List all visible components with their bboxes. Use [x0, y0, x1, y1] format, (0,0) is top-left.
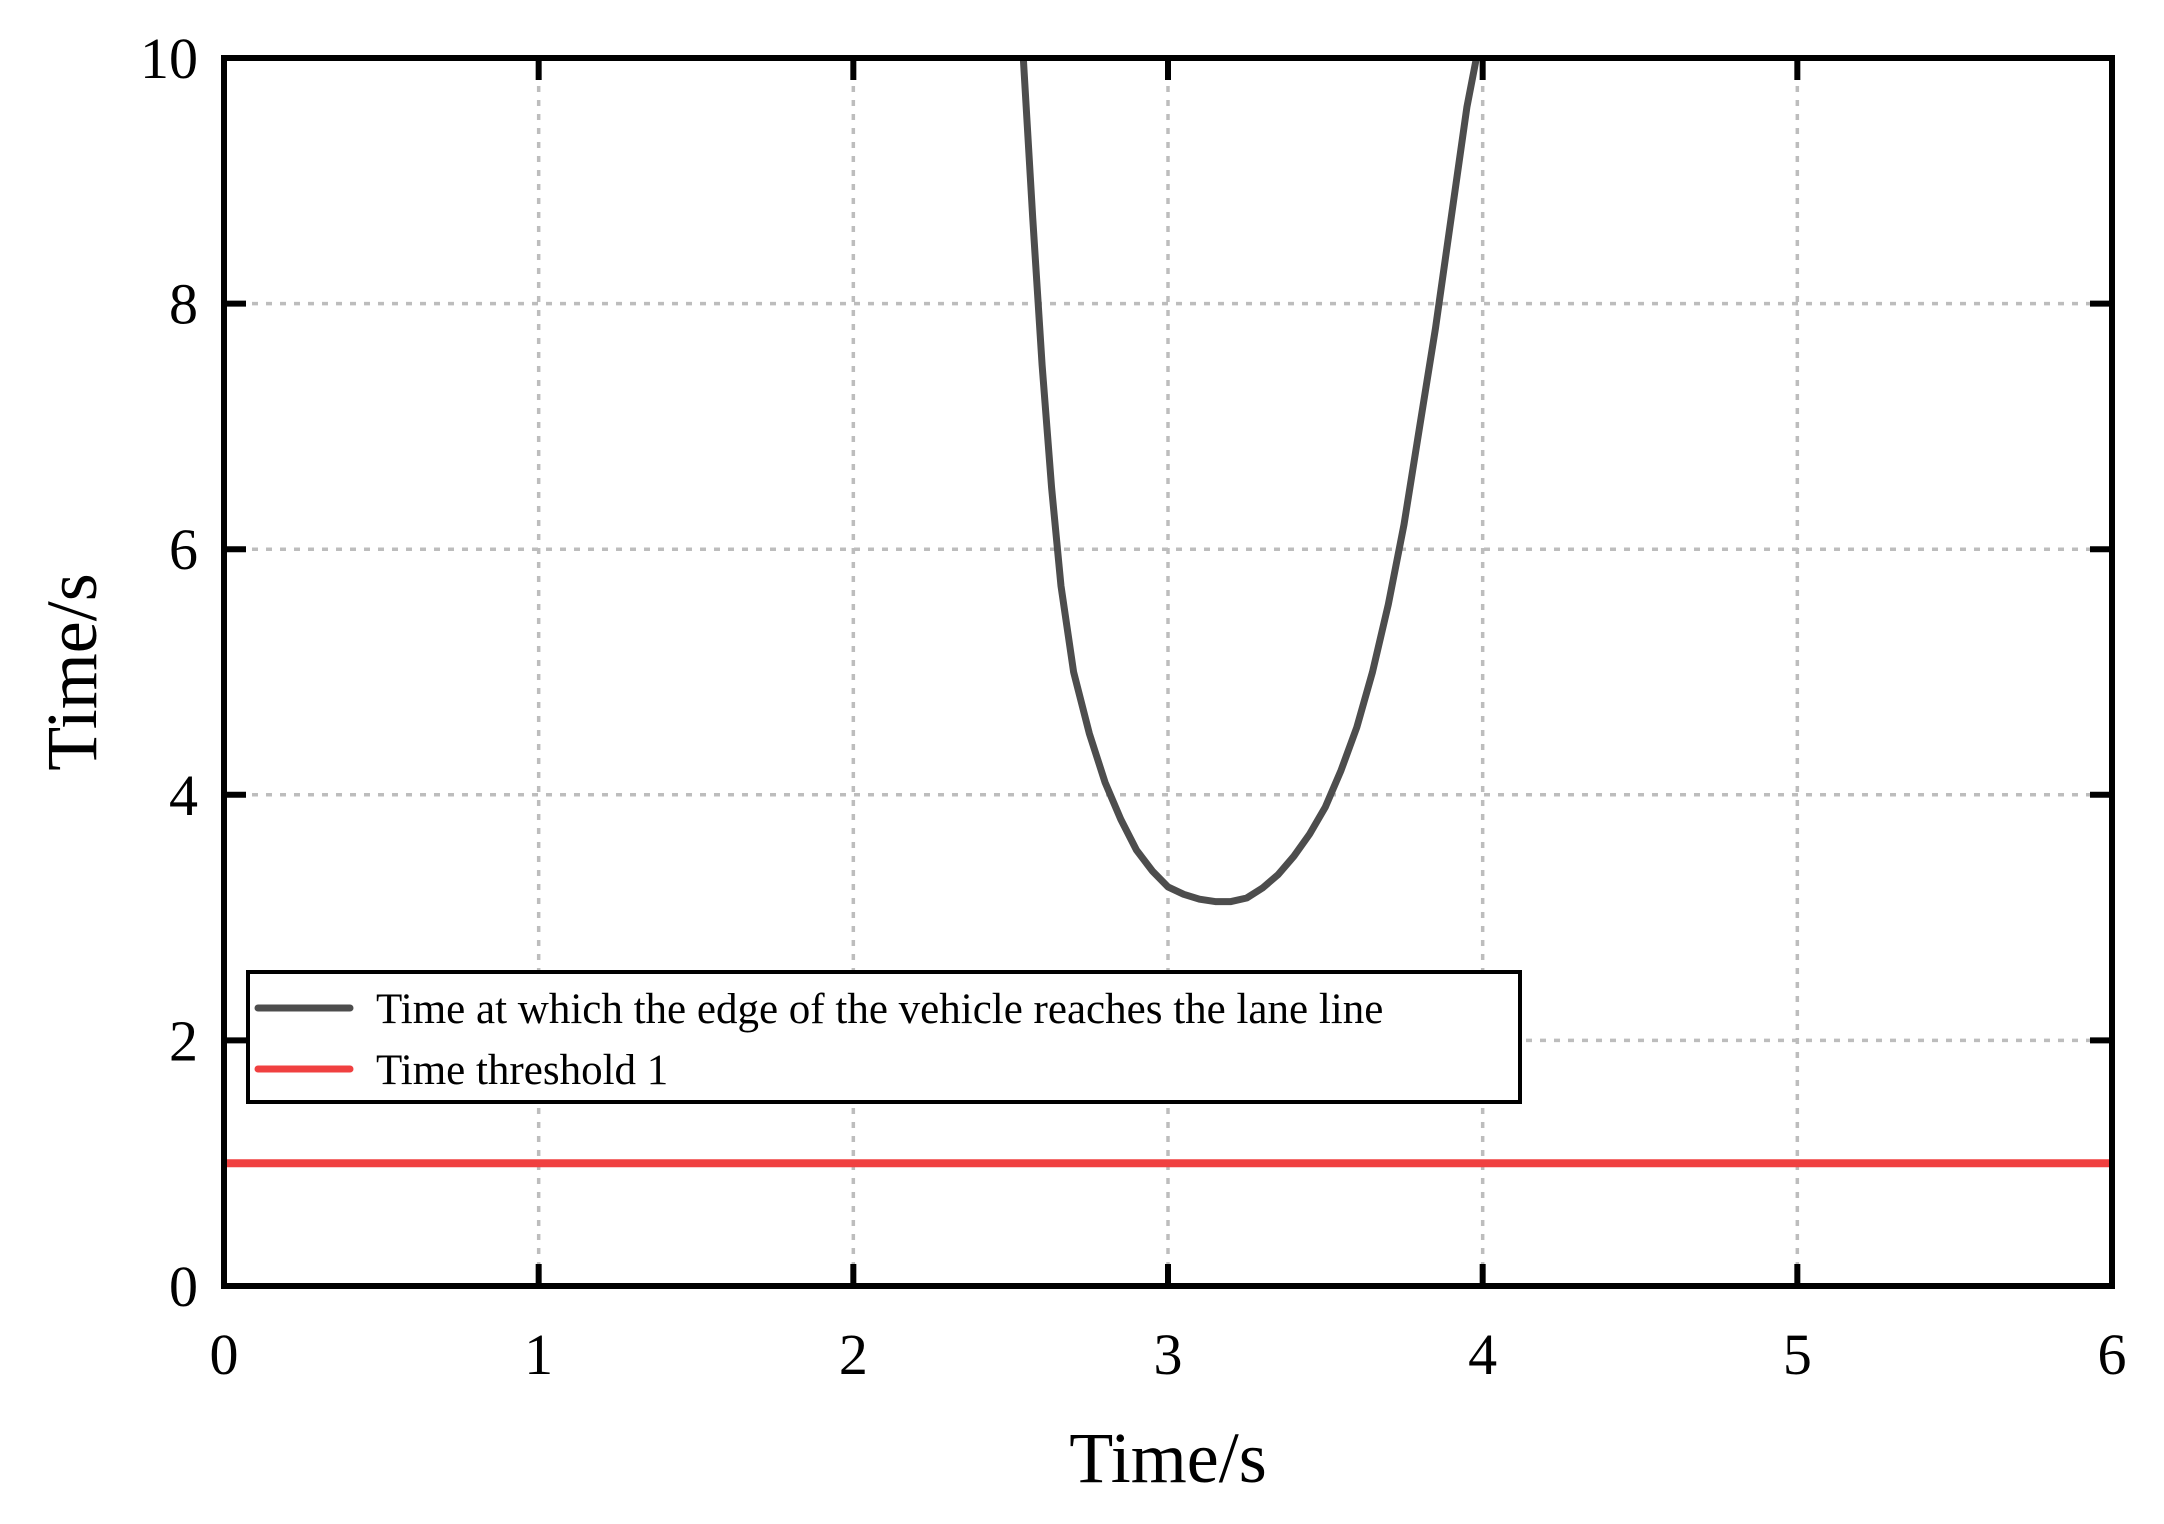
y-tick-label: 4 [169, 763, 198, 828]
legend-box [246, 970, 1522, 1104]
y-tick-label: 0 [169, 1254, 198, 1319]
y-tick-label: 2 [169, 1008, 198, 1073]
legend-label-threshold: Time threshold 1 [376, 1047, 668, 1094]
y-axis-title: Time/s [32, 573, 112, 770]
x-tick-label: 4 [1468, 1322, 1497, 1387]
tick-labels: 0 1 2 3 4 5 6 0 2 4 6 8 10 [140, 26, 2127, 1387]
x-tick-label: 5 [1783, 1322, 1812, 1387]
series-line-edge-time [1019, 57, 1480, 906]
y-tick-label: 8 [169, 272, 198, 337]
x-tick-label: 3 [1154, 1322, 1183, 1387]
legend-label-edge-time: Time at which the edge of the vehicle re… [376, 986, 1383, 1033]
x-tick-label: 2 [839, 1322, 868, 1387]
x-tick-label: 1 [524, 1322, 553, 1387]
legend: Time at which the edge of the vehicle re… [246, 970, 1522, 1104]
series-lines [224, 57, 2112, 1168]
x-axis-title: Time/s [1069, 1418, 1266, 1498]
y-tick-label: 6 [169, 517, 198, 582]
y-tick-label: 10 [140, 26, 198, 91]
x-tick-label: 0 [210, 1322, 239, 1387]
x-tick-label: 6 [2098, 1322, 2127, 1387]
axis-ticks [221, 55, 2115, 1289]
